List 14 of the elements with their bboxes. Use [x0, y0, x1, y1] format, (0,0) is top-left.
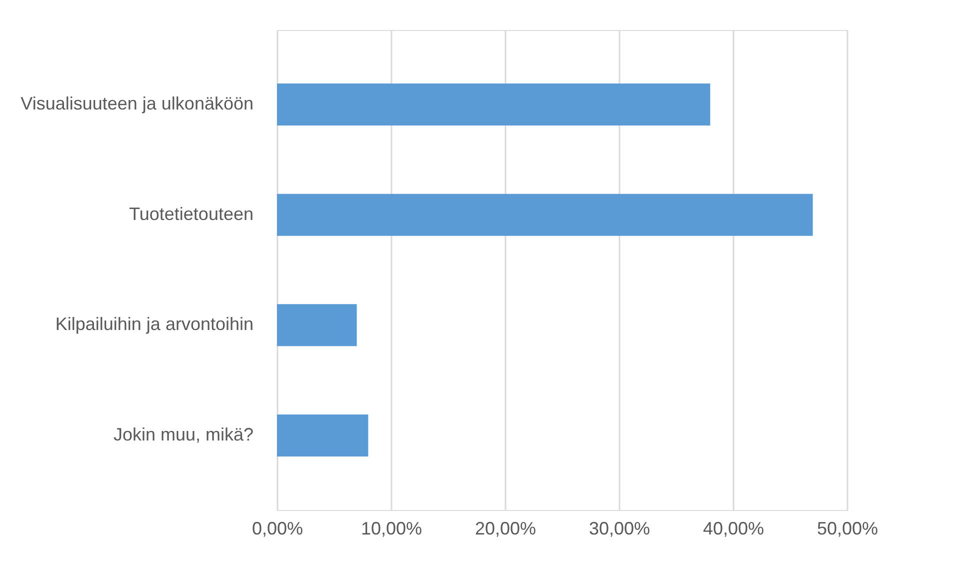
y-tick-label: Visualisuuteen ja ulkonäköön	[20, 93, 254, 114]
bar	[277, 194, 813, 236]
x-tick-label: 40,00%	[702, 518, 764, 538]
x-tick-label: 30,00%	[588, 518, 650, 538]
x-tick-label: 0,00%	[252, 518, 304, 538]
x-tick-label: 50,00%	[816, 518, 878, 538]
y-tick-label: Kilpailuihin ja arvontoihin	[55, 314, 254, 334]
x-tick-label: 20,00%	[474, 518, 536, 538]
x-tick-label: 10,00%	[360, 518, 422, 538]
bar	[277, 83, 710, 126]
y-tick-label: Tuotetietouteen	[129, 204, 254, 224]
y-tick-label: Jokin muu, mikä?	[113, 424, 254, 445]
bar	[277, 414, 368, 457]
bar	[277, 304, 357, 346]
